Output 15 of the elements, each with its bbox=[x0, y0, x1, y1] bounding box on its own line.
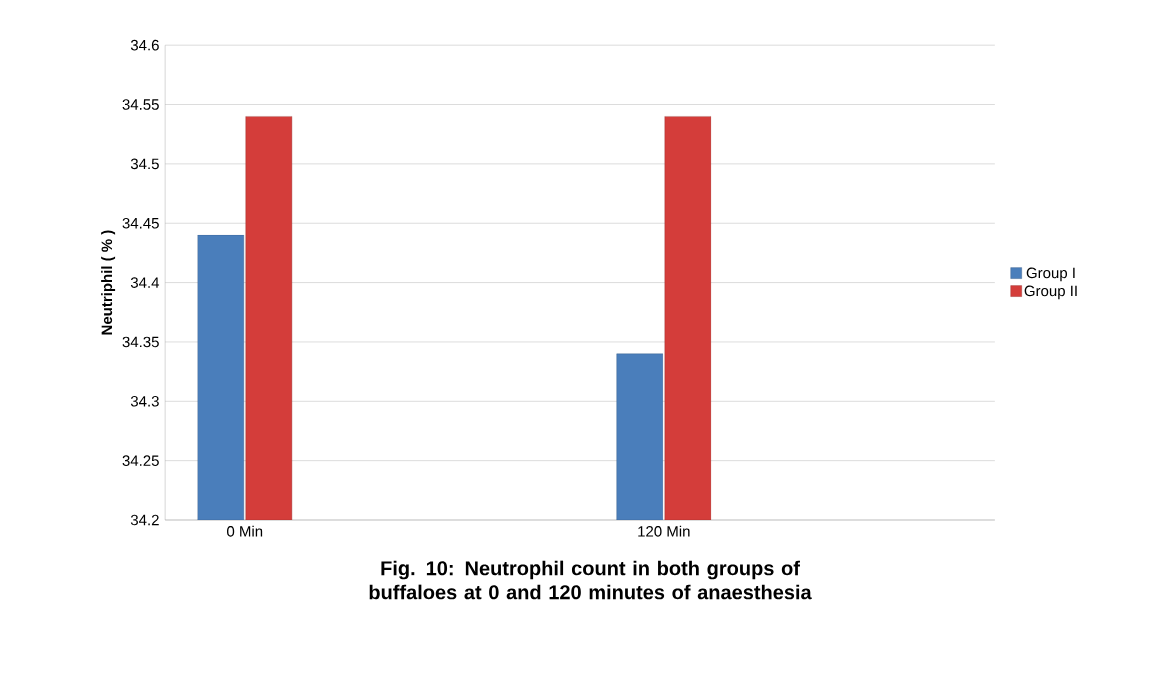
y-tick-label: 34.55 bbox=[122, 99, 159, 110]
y-tick-label: 34.25 bbox=[122, 455, 159, 466]
y-axis-title: Neutriphil ( % ) bbox=[101, 230, 116, 335]
legend-label: Group II bbox=[1024, 285, 1077, 300]
y-tick-label: 34.3 bbox=[130, 395, 159, 407]
y-tick-label: 34.6 bbox=[130, 39, 159, 51]
y-tick-label: 34.45 bbox=[122, 217, 159, 229]
x-tick-label: 0 Min bbox=[227, 525, 263, 537]
y-tick-label: 34.5 bbox=[130, 158, 159, 170]
x-tick-label: 120 Min bbox=[638, 525, 690, 537]
y-tick-label: 34.2 bbox=[130, 514, 159, 526]
legend-label: Group I bbox=[1026, 267, 1075, 282]
y-tick-label: 34.4 bbox=[130, 277, 160, 288]
text: Fig. 10: Neutrophil count in both groups of buffaloes at 0 and 120 minutes of anaesthesia bbox=[369, 560, 812, 600]
y-tick-label: 34.35 bbox=[122, 336, 159, 348]
